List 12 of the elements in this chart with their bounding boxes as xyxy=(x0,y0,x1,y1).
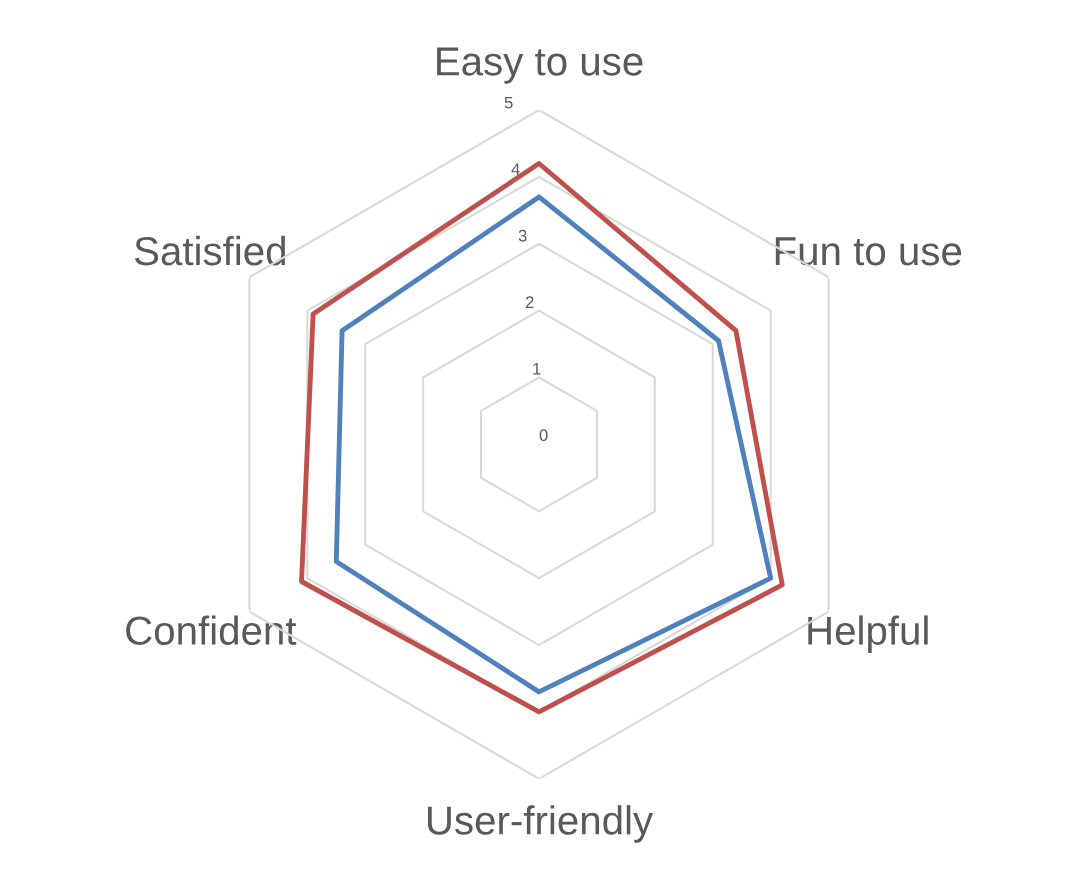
spoke-label: Fun to use xyxy=(775,237,962,266)
spoke-label: Satisfied xyxy=(134,235,285,266)
y-tick-label: 3 xyxy=(518,229,527,242)
spoke-label: Helpful xyxy=(808,615,928,653)
y-tick-label: 5 xyxy=(504,96,513,109)
y-tick-label: 0 xyxy=(539,429,548,442)
spoke-label: Easy to use xyxy=(437,47,643,84)
spoke-label: Confident xyxy=(126,615,297,645)
y-tick-label: 2 xyxy=(525,296,534,308)
y-tick-label: 1 xyxy=(533,362,541,375)
spoke-label: User-friendly xyxy=(427,805,654,843)
y-tick-label: 4 xyxy=(511,163,520,175)
